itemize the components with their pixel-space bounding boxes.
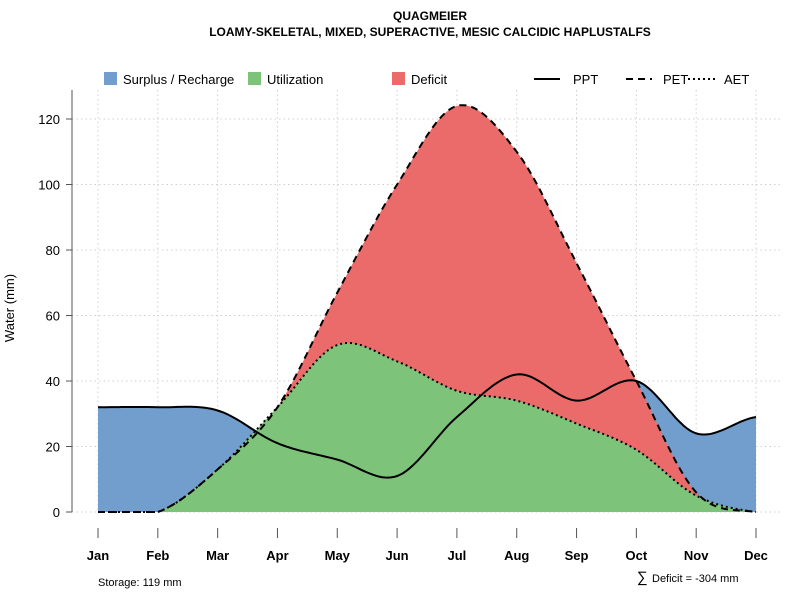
x-tick-label: Sep: [565, 548, 589, 563]
y-tick-label: 0: [53, 505, 60, 520]
y-tick-label: 80: [46, 243, 60, 258]
x-tick-label: Dec: [744, 548, 768, 563]
x-tick-label: Nov: [684, 548, 709, 563]
legend-label-ppt: PPT: [573, 72, 598, 87]
sum-icon: ∑: [637, 569, 648, 586]
deficit-area: [98, 105, 756, 512]
y-axis-label: Water (mm): [2, 274, 17, 342]
x-tick-label: Jan: [87, 548, 109, 563]
x-tick-label: Jul: [448, 548, 467, 563]
legend-swatch-utilization: [248, 72, 261, 85]
legend-label-utilization: Utilization: [267, 72, 323, 87]
legend-label-pet: PET: [663, 72, 688, 87]
area-fills: [98, 105, 756, 512]
x-tick-label: May: [325, 548, 351, 563]
y-tick-label: 120: [38, 112, 60, 127]
y-tick-label: 20: [46, 440, 60, 455]
legend: Surplus / Recharge Utilization Deficit P…: [104, 72, 749, 87]
chart-subtitle: LOAMY-SKELETAL, MIXED, SUPERACTIVE, MESI…: [209, 25, 651, 39]
y-tick-label: 100: [38, 178, 60, 193]
chart-title: QUAGMEIER: [393, 9, 467, 23]
ppt-line: [98, 373, 757, 479]
deficit-total-text: Deficit = -304 mm: [652, 573, 739, 585]
x-tick-label: Feb: [146, 548, 169, 563]
legend-swatch-deficit: [392, 72, 405, 85]
x-tick-label: Oct: [626, 548, 648, 563]
y-tick-label: 60: [46, 309, 60, 324]
y-tick-label: 40: [46, 374, 60, 389]
legend-swatch-surplus: [104, 72, 117, 85]
legend-label-deficit: Deficit: [411, 72, 448, 87]
x-tick-label: Jun: [386, 548, 409, 563]
axes: 0 20 40 60 80 100 120 Jan Feb Mar Apr May Jun Jul Aug S…: [38, 90, 768, 563]
legend-label-surplus: Surplus / Recharge: [123, 72, 234, 87]
storage-text: Storage: 119 mm: [98, 577, 182, 589]
pet-line: [98, 104, 757, 513]
x-tick-label: Aug: [504, 548, 529, 563]
legend-label-aet: AET: [724, 72, 749, 87]
series-lines: [98, 104, 757, 513]
utilization-area: [98, 343, 756, 512]
x-tick-label: Mar: [206, 548, 229, 563]
x-tick-label: Apr: [266, 548, 288, 563]
